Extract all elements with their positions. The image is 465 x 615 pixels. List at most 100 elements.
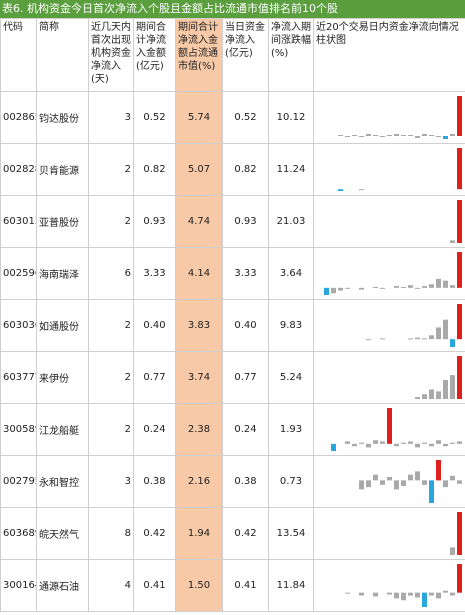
cell: 9.83 bbox=[268, 299, 314, 352]
flow-bar bbox=[415, 337, 420, 340]
cell: 0.38 bbox=[222, 455, 269, 508]
sparkline bbox=[338, 148, 462, 191]
flow-bar bbox=[366, 443, 371, 448]
column-header: 近几天内首次出现机构资金净流入(天) bbox=[88, 18, 134, 92]
flow-bar bbox=[443, 280, 448, 288]
flow-bar bbox=[422, 394, 427, 399]
flow-bar bbox=[429, 284, 434, 288]
cell: 0.24 bbox=[133, 403, 176, 456]
sparkline bbox=[345, 564, 462, 607]
flow-bar bbox=[450, 240, 455, 243]
flow-bar bbox=[387, 408, 392, 444]
sparkline-cell bbox=[313, 559, 465, 612]
flow-bar bbox=[331, 287, 336, 294]
flow-bar bbox=[450, 442, 455, 444]
cell: 300164 bbox=[0, 559, 37, 612]
flow-bar bbox=[415, 287, 420, 289]
flow-bar bbox=[457, 356, 462, 399]
cell: 002865 bbox=[0, 91, 37, 144]
flow-bar bbox=[366, 480, 371, 488]
cell: 11.84 bbox=[268, 559, 314, 612]
cell: 0.77 bbox=[133, 351, 176, 404]
flow-bar bbox=[429, 443, 434, 447]
flow-bar bbox=[331, 443, 336, 451]
flow-bar bbox=[450, 339, 455, 347]
cell: 2 bbox=[88, 351, 134, 404]
cell: 8 bbox=[88, 507, 134, 560]
cell: 如通股份 bbox=[36, 299, 89, 352]
flow-bar bbox=[380, 338, 385, 340]
cell: 钧达股份 bbox=[36, 91, 89, 144]
flow-bar bbox=[450, 285, 455, 288]
sparkline-cell bbox=[313, 507, 465, 560]
cell: 2 bbox=[88, 299, 134, 352]
sparkline bbox=[366, 304, 462, 347]
cell: 0.40 bbox=[133, 299, 176, 352]
flow-bar bbox=[387, 476, 392, 481]
flow-bar bbox=[387, 135, 392, 136]
flow-bar bbox=[338, 135, 343, 136]
table-row: 002596海南瑞泽63.334.143.333.64 bbox=[0, 247, 465, 300]
sparkline bbox=[415, 356, 462, 399]
table-body: 002865钧达股份30.525.740.5210.12002828贝肯能源20… bbox=[0, 91, 465, 612]
flow-bar bbox=[401, 135, 406, 136]
header-row: 代码 简称 近几天内首次出现机构资金净流入(天) 期间合计净流入金额(亿元) 期间合计净… bbox=[0, 18, 465, 92]
flow-bar bbox=[450, 375, 455, 399]
flow-bar bbox=[436, 278, 441, 288]
table-row: 300589江龙船艇20.242.380.241.93 bbox=[0, 403, 465, 456]
flow-bar bbox=[429, 480, 434, 503]
cell: 永和智控 bbox=[36, 455, 89, 508]
flow-bar bbox=[436, 136, 441, 137]
cell: 1.94 bbox=[175, 507, 223, 560]
flow-bar bbox=[422, 134, 427, 136]
table-title: 表6. 机构资金今日首次净流入个股且金额占比流通市值排名前10个股 bbox=[0, 0, 465, 18]
flow-bar bbox=[408, 441, 413, 444]
flow-bar bbox=[380, 480, 385, 485]
flow-bar bbox=[359, 189, 364, 191]
cell: 0.42 bbox=[133, 507, 176, 560]
flow-bar bbox=[401, 480, 406, 487]
flow-bar bbox=[394, 480, 399, 490]
sparkline-cell bbox=[313, 455, 465, 508]
cell: 0.41 bbox=[133, 559, 176, 612]
flow-bar bbox=[380, 136, 385, 137]
flow-bar bbox=[457, 96, 462, 136]
flow-bar bbox=[387, 592, 392, 595]
flow-bar bbox=[436, 592, 441, 599]
column-header: 代码 bbox=[0, 18, 37, 92]
flow-bar bbox=[457, 480, 462, 484]
cell: 10.12 bbox=[268, 91, 314, 144]
cell: 002596 bbox=[0, 247, 37, 300]
sparkline bbox=[359, 460, 462, 503]
cell: 3.74 bbox=[175, 351, 223, 404]
flow-bar bbox=[443, 480, 448, 488]
flow-bar bbox=[436, 391, 441, 399]
flow-bar bbox=[352, 443, 357, 447]
cell: 603036 bbox=[0, 299, 37, 352]
cell: 0.42 bbox=[222, 507, 269, 560]
cell: 0.82 bbox=[133, 143, 176, 196]
cell: 3.33 bbox=[133, 247, 176, 300]
cell: 002828 bbox=[0, 143, 37, 196]
cell: 2.38 bbox=[175, 403, 223, 456]
cell: 11.24 bbox=[268, 143, 314, 196]
flow-bar bbox=[366, 134, 371, 136]
flow-bar bbox=[338, 189, 343, 191]
column-header: 近20个交易日内资金净流向情况柱状图 bbox=[313, 18, 465, 92]
table-row: 603777来伊份20.773.740.775.24 bbox=[0, 351, 465, 404]
sparkline-cell bbox=[313, 299, 465, 352]
flow-bar bbox=[450, 547, 455, 555]
column-header: 期间合计净流入金额占流通市值(%) bbox=[175, 18, 223, 92]
cell: 5.74 bbox=[175, 91, 223, 144]
flow-bar bbox=[373, 286, 378, 288]
cell: 0.77 bbox=[222, 351, 269, 404]
sparkline bbox=[338, 96, 462, 139]
flow-bar bbox=[450, 475, 455, 481]
flow-bar bbox=[415, 471, 420, 481]
flow-bar bbox=[457, 564, 462, 593]
flow-bar bbox=[422, 592, 427, 607]
sparkline-cell bbox=[313, 195, 465, 248]
cell: 0.40 bbox=[222, 299, 269, 352]
